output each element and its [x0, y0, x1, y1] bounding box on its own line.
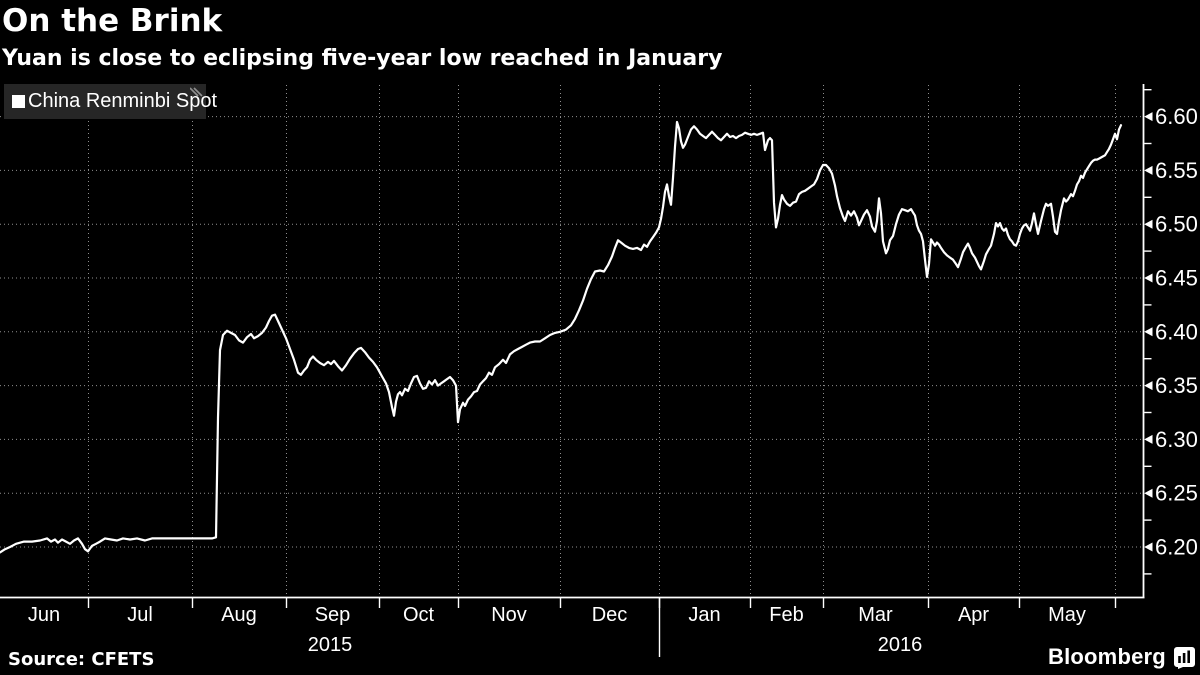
y-axis-tick-label: 6.45 [1155, 266, 1198, 291]
source-credit: Source: CFETS [8, 649, 155, 670]
legend-label: China Renminbi Spot [28, 90, 217, 112]
y-axis-tick-label: 6.55 [1155, 158, 1198, 183]
x-axis-month-label: Sep [315, 604, 351, 626]
y-major-tick-arrow [1144, 219, 1153, 229]
legend-china-renminbi-spot[interactable]: China Renminbi Spot [4, 84, 217, 119]
axes [0, 84, 1153, 657]
x-axis-month-label: Apr [958, 604, 989, 626]
x-axis-month-label: Oct [403, 604, 435, 626]
y-major-tick-arrow [1144, 542, 1153, 552]
x-axis-month-label: Nov [491, 604, 527, 626]
x-axis-month-label: May [1048, 604, 1086, 626]
y-axis-tick-label: 6.35 [1155, 373, 1198, 398]
bloomberg-logo: Bloomberg [1048, 644, 1196, 670]
chart-subtitle: Yuan is close to eclipsing five-year low… [2, 46, 723, 71]
y-major-tick-arrow [1144, 488, 1153, 498]
legend-swatch-icon [12, 95, 25, 108]
y-major-tick-arrow [1144, 327, 1153, 337]
x-axis-month-label: Jun [28, 604, 60, 626]
page-title: On the Brink [2, 3, 223, 39]
legend-corner-hatch-icon [190, 87, 203, 97]
x-axis-month-label: Dec [592, 604, 628, 626]
y-major-tick-arrow [1144, 273, 1153, 283]
y-axis-tick-label: 6.30 [1155, 427, 1198, 452]
x-axis-month-label: Jul [127, 604, 153, 626]
y-major-tick-arrow [1144, 165, 1153, 175]
y-major-tick-arrow [1144, 112, 1153, 122]
y-axis-tick-label: 6.60 [1155, 104, 1198, 129]
y-major-tick-arrow [1144, 434, 1153, 444]
x-axis-month-label: Mar [858, 604, 893, 626]
gridlines [0, 85, 1143, 597]
y-axis-tick-label: 6.40 [1155, 319, 1198, 344]
bloomberg-bars-icon [1173, 646, 1195, 669]
axis-labels: 6.20 6.25 6.30 6.35 6.40 6.45 6.50 6.55 6.60 Jun J… [28, 104, 1198, 656]
y-axis-tick-label: 6.20 [1155, 535, 1198, 560]
x-axis-month-label: Aug [221, 604, 257, 626]
y-axis-tick-label: 6.25 [1155, 481, 1198, 506]
x-axis-year-label: 2015 [308, 634, 353, 656]
series-lines [0, 120, 1123, 554]
y-major-tick-arrow [1144, 381, 1153, 391]
y-axis-tick-label: 6.50 [1155, 212, 1198, 237]
x-axis-year-label: 2016 [878, 634, 923, 656]
x-axis-month-label: Jan [688, 604, 720, 626]
x-axis-month-label: Feb [769, 604, 803, 626]
bloomberg-wordmark: Bloomberg [1048, 644, 1166, 669]
price-line [0, 120, 1123, 554]
